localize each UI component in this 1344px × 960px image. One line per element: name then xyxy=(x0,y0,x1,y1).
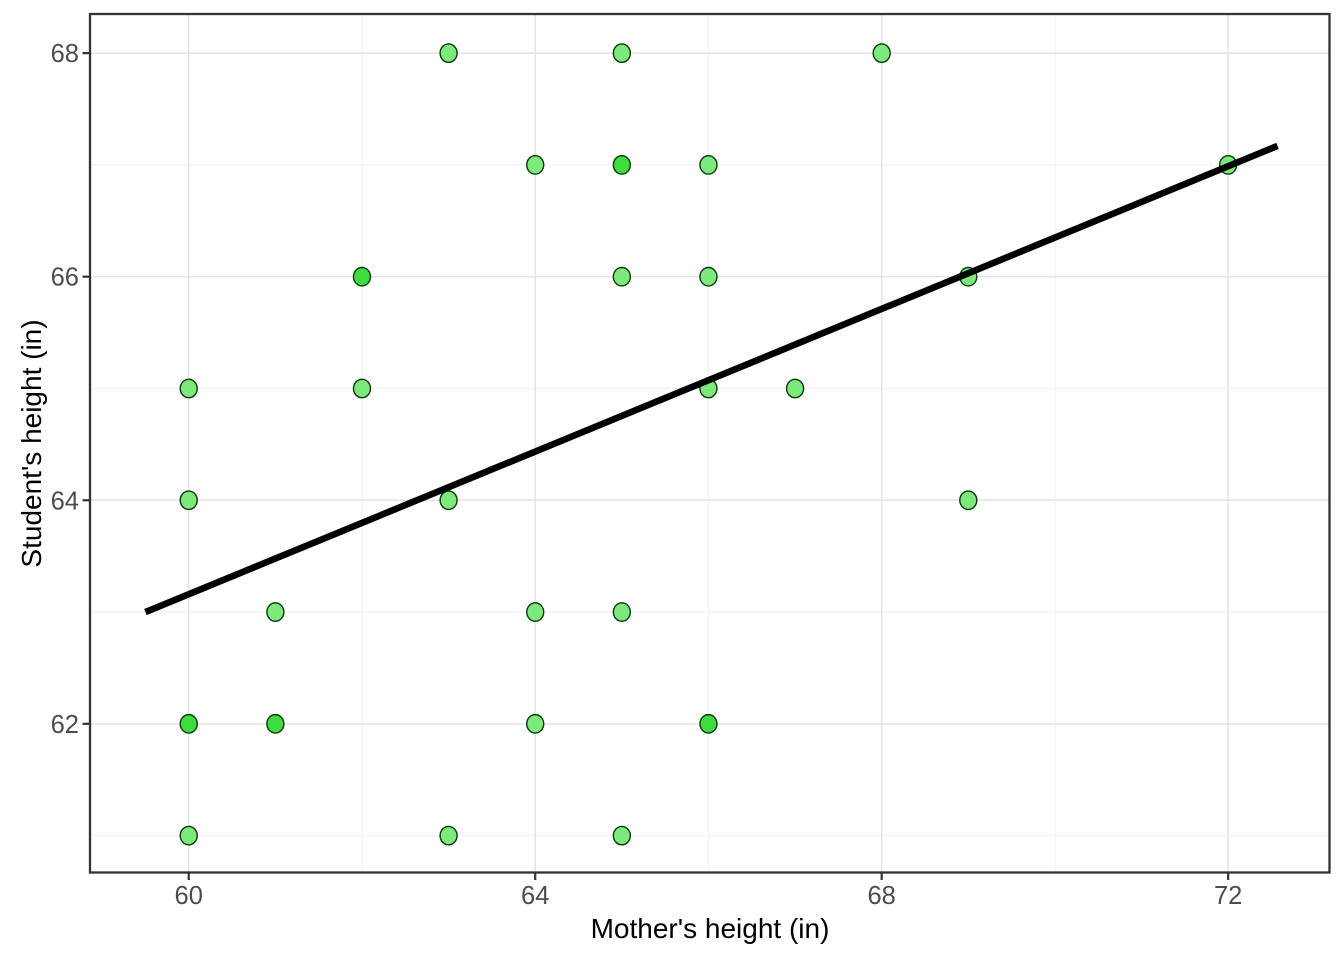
y-axis-tick-label: 62 xyxy=(51,711,79,739)
data-point xyxy=(612,155,632,175)
data-point xyxy=(872,43,891,64)
y-axis-tick-label: 68 xyxy=(51,40,79,68)
chart-layers: 60 64 68 72 62 64 66 68 xyxy=(51,12,1331,910)
y-axis-title: Student's height (in) xyxy=(16,319,47,567)
y-axis-tick-label: 66 xyxy=(51,264,79,292)
data-point xyxy=(612,266,632,287)
data-point xyxy=(439,43,458,64)
x-axis-title: Mother's height (in) xyxy=(591,913,830,944)
data-point xyxy=(612,43,632,64)
data-point xyxy=(612,825,632,846)
x-axis-tick-label: 64 xyxy=(521,882,549,910)
panel-background xyxy=(90,14,1330,873)
data-point xyxy=(179,378,198,399)
data-point xyxy=(959,490,978,511)
data-point xyxy=(179,490,198,511)
data-point xyxy=(526,155,545,175)
data-point xyxy=(352,266,372,287)
data-point xyxy=(785,378,805,399)
data-point xyxy=(526,602,545,622)
data-point xyxy=(699,713,718,734)
x-axis-tick-label: 72 xyxy=(1214,882,1242,910)
data-point xyxy=(439,490,458,511)
panel-border xyxy=(88,12,1331,874)
data-point xyxy=(352,378,372,399)
data-point xyxy=(612,602,632,622)
data-point xyxy=(179,713,198,734)
data-point xyxy=(699,266,718,287)
x-axis-tick-label: 68 xyxy=(867,882,895,910)
data-point xyxy=(266,713,285,734)
data-point xyxy=(179,825,198,846)
trend-line xyxy=(144,142,1279,616)
data-point xyxy=(439,825,458,846)
data-point xyxy=(699,155,718,175)
data-point xyxy=(266,602,285,622)
data-point xyxy=(526,713,545,734)
x-axis-tick-label: 60 xyxy=(175,882,203,910)
y-axis-tick-label: 64 xyxy=(51,487,79,515)
